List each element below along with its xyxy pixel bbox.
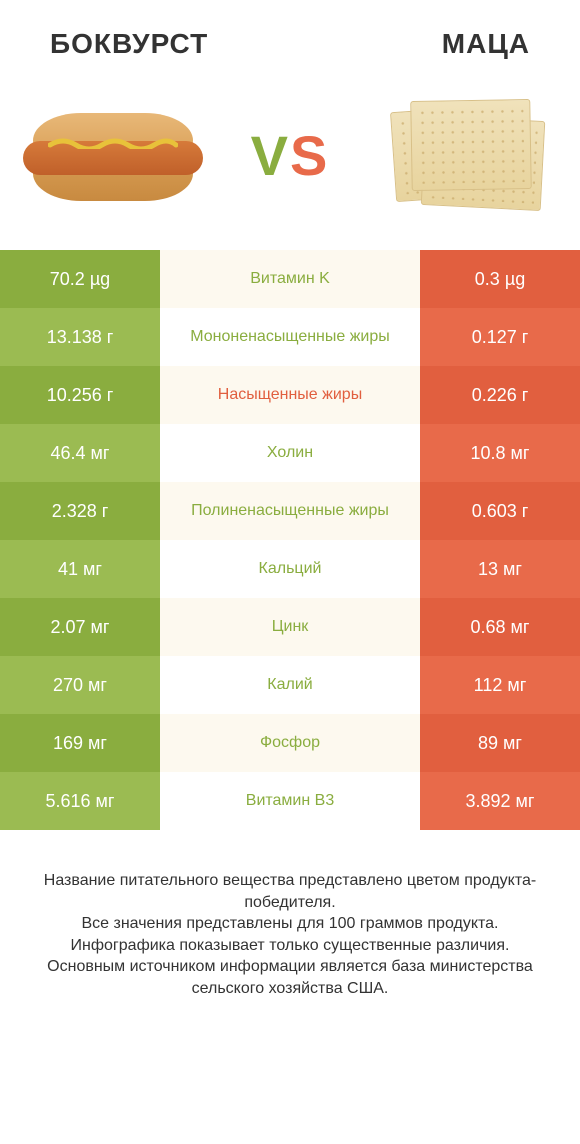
cell-left-value: 2.07 мг — [0, 598, 160, 656]
cell-right-value: 0.127 г — [420, 308, 580, 366]
matzo-icon — [383, 90, 553, 220]
table-row: 41 мгКальций13 мг — [0, 540, 580, 598]
cell-right-value: 0.603 г — [420, 482, 580, 540]
cell-right-value: 0.226 г — [420, 366, 580, 424]
vs-s: S — [290, 124, 329, 187]
cell-left-value: 70.2 µg — [0, 250, 160, 308]
cell-nutrient-label: Кальций — [160, 540, 420, 598]
food-image-left — [20, 90, 205, 220]
cell-nutrient-label: Мононенасыщенные жиры — [160, 308, 420, 366]
cell-right-value: 0.68 мг — [420, 598, 580, 656]
cell-nutrient-label: Холин — [160, 424, 420, 482]
cell-left-value: 13.138 г — [0, 308, 160, 366]
table-row: 10.256 гНасыщенные жиры0.226 г — [0, 366, 580, 424]
table-row: 5.616 мгВитамин B33.892 мг — [0, 772, 580, 830]
cell-nutrient-label: Фосфор — [160, 714, 420, 772]
infographic-container: БОКВУРСТ МАЦА VS 70.2 µgВитамин K0.3 — [0, 0, 580, 1144]
cell-left-value: 46.4 мг — [0, 424, 160, 482]
table-row: 46.4 мгХолин10.8 мг — [0, 424, 580, 482]
cell-right-value: 89 мг — [420, 714, 580, 772]
cell-left-value: 41 мг — [0, 540, 160, 598]
table-row: 70.2 µgВитамин K0.3 µg — [0, 250, 580, 308]
table-row: 270 мгКалий112 мг — [0, 656, 580, 714]
images-row: VS — [0, 70, 580, 250]
cell-nutrient-label: Калий — [160, 656, 420, 714]
cell-nutrient-label: Цинк — [160, 598, 420, 656]
vs-label: VS — [251, 123, 330, 188]
nutrient-table: 70.2 µgВитамин K0.3 µg13.138 гМононенасы… — [0, 250, 580, 830]
cell-nutrient-label: Витамин B3 — [160, 772, 420, 830]
table-row: 13.138 гМононенасыщенные жиры0.127 г — [0, 308, 580, 366]
cell-right-value: 13 мг — [420, 540, 580, 598]
cell-right-value: 112 мг — [420, 656, 580, 714]
table-row: 2.328 гПолиненасыщенные жиры0.603 г — [0, 482, 580, 540]
vs-v: V — [251, 124, 290, 187]
hotdog-icon — [28, 105, 198, 205]
table-row: 169 мгФосфор89 мг — [0, 714, 580, 772]
title-left: БОКВУРСТ — [50, 28, 208, 60]
cell-left-value: 10.256 г — [0, 366, 160, 424]
table-row: 2.07 мгЦинк0.68 мг — [0, 598, 580, 656]
footer-text: Название питательного вещества представл… — [0, 830, 580, 1000]
header: БОКВУРСТ МАЦА — [0, 0, 580, 70]
cell-nutrient-label: Насыщенные жиры — [160, 366, 420, 424]
cell-left-value: 270 мг — [0, 656, 160, 714]
food-image-right — [375, 90, 560, 220]
cell-right-value: 3.892 мг — [420, 772, 580, 830]
title-right: МАЦА — [442, 28, 530, 60]
cell-right-value: 10.8 мг — [420, 424, 580, 482]
cell-left-value: 2.328 г — [0, 482, 160, 540]
cell-left-value: 169 мг — [0, 714, 160, 772]
cell-right-value: 0.3 µg — [420, 250, 580, 308]
cell-nutrient-label: Полиненасыщенные жиры — [160, 482, 420, 540]
cell-left-value: 5.616 мг — [0, 772, 160, 830]
cell-nutrient-label: Витамин K — [160, 250, 420, 308]
